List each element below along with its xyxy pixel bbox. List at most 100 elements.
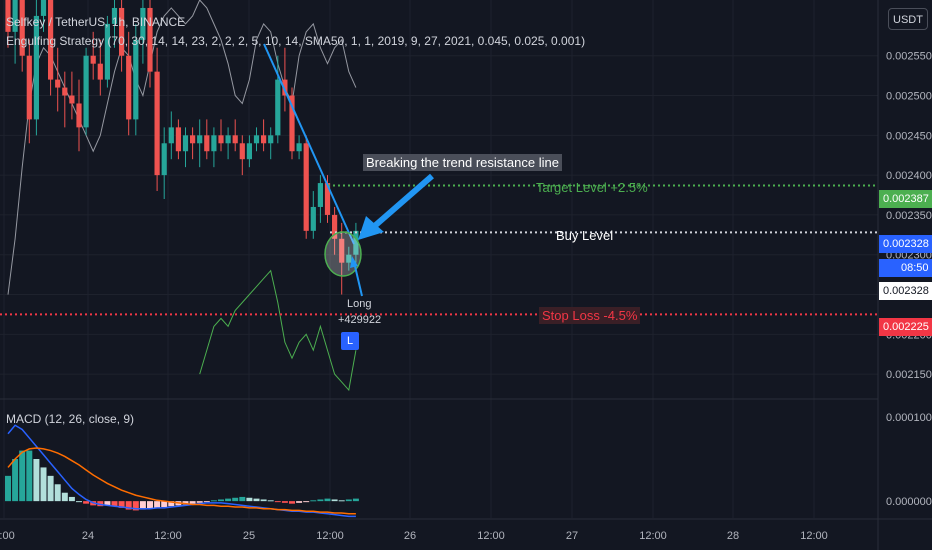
candle-bear bbox=[204, 135, 210, 152]
price-tick-label: 0.002450 bbox=[886, 130, 932, 142]
macd-histogram-bar bbox=[296, 501, 303, 503]
time-tick-label: 28 bbox=[727, 530, 739, 542]
candle-bull bbox=[225, 135, 231, 144]
time-tick-label: 2:00 bbox=[0, 530, 15, 542]
candle-bear bbox=[55, 79, 61, 88]
indicator-polyline bbox=[199, 269, 357, 392]
candle-bull bbox=[83, 55, 89, 128]
macd-tick-label: 0.000100 bbox=[886, 412, 932, 424]
buy-level-label[interactable]: Buy Level bbox=[556, 228, 614, 243]
price-tick-label: 0.002500 bbox=[886, 91, 932, 103]
macd-histogram-bar bbox=[345, 499, 352, 502]
candle-bear bbox=[261, 135, 267, 144]
macd-histogram-bar bbox=[33, 459, 40, 502]
countdown-box: 08:50 bbox=[879, 259, 932, 277]
macd-histogram-bar bbox=[139, 501, 146, 510]
strategy-legend[interactable]: Engulfing Strategy (70, 30, 14, 14, 23, … bbox=[6, 34, 586, 48]
time-tick-label: 12:00 bbox=[639, 530, 667, 542]
time-tick-label: 27 bbox=[566, 530, 578, 542]
macd-histogram-bar bbox=[352, 498, 359, 502]
symbol-legend[interactable]: Selfkey / TetherUS, 1h, BINANCE bbox=[6, 15, 186, 29]
macd-histogram-bar bbox=[303, 501, 310, 503]
macd-histogram-bar bbox=[281, 501, 288, 503]
candle-bull bbox=[133, 39, 139, 120]
macd-histogram-bar bbox=[310, 500, 317, 502]
target-level-label[interactable]: Target Level +2.5% bbox=[536, 180, 648, 195]
candle-bull bbox=[168, 127, 174, 144]
last-price-box: 0.002328 bbox=[879, 282, 932, 300]
candle-bear bbox=[339, 238, 345, 263]
macd-histogram-bar bbox=[40, 467, 47, 502]
candle-bear bbox=[69, 95, 75, 104]
candle-bull bbox=[33, 15, 39, 120]
macd-histogram-bar bbox=[19, 450, 26, 502]
candle-bear bbox=[76, 103, 82, 128]
long-marker[interactable]: L bbox=[341, 332, 359, 350]
macd-histogram-bar bbox=[97, 501, 104, 507]
signal-line bbox=[7, 447, 356, 515]
macd-histogram-bar bbox=[161, 501, 168, 508]
macd-legend[interactable]: MACD (12, 26, close, 9) bbox=[6, 412, 135, 426]
candle-bear bbox=[48, 0, 54, 80]
macd-histogram-bar bbox=[260, 499, 267, 502]
candle-bull bbox=[310, 206, 316, 231]
macd-histogram-bar bbox=[274, 501, 281, 503]
price-tick-label: 0.002550 bbox=[886, 51, 932, 63]
buy-price-box: 0.002328 bbox=[879, 235, 932, 253]
candle-bull bbox=[111, 7, 118, 24]
macd-histogram-bar bbox=[218, 499, 224, 502]
target-price-box: 0.002387 bbox=[879, 190, 932, 208]
candle-bear bbox=[232, 135, 238, 144]
macd-histogram-bar bbox=[26, 450, 33, 502]
breakout-callout[interactable]: Breaking the trend resistance line bbox=[363, 154, 562, 171]
macd-histogram-bar bbox=[132, 501, 139, 511]
candle-bull bbox=[197, 135, 203, 144]
stop-loss-label[interactable]: Stop Loss -4.5% bbox=[539, 307, 641, 324]
macd-histogram-bar bbox=[239, 496, 246, 502]
entry-arrow bbox=[353, 261, 363, 297]
candle-bull bbox=[104, 23, 110, 80]
candle-bear bbox=[90, 55, 96, 64]
macd-histogram-bar bbox=[168, 501, 175, 507]
macd-histogram-bar bbox=[232, 497, 239, 502]
candle-bear bbox=[175, 127, 181, 152]
macd-histogram-bar bbox=[118, 501, 125, 508]
candle-bull bbox=[211, 135, 217, 152]
price-tick-label: 0.002400 bbox=[886, 170, 932, 182]
entry-label: Long bbox=[347, 298, 372, 310]
candle-bear bbox=[147, 7, 153, 72]
currency-button[interactable]: USDT bbox=[888, 8, 928, 30]
macd-histogram-bar bbox=[225, 498, 232, 502]
macd-histogram-bar bbox=[189, 501, 196, 504]
macd-histogram-bar bbox=[203, 501, 210, 503]
candle-bear bbox=[239, 143, 245, 160]
candle-bear bbox=[119, 7, 125, 56]
candle-bear bbox=[126, 55, 132, 120]
macd-histogram-bar bbox=[111, 501, 118, 507]
macd-histogram-bar bbox=[104, 501, 111, 506]
time-tick-label: 12:00 bbox=[316, 530, 344, 542]
macd-line bbox=[7, 424, 356, 518]
candle-bull bbox=[268, 135, 274, 144]
macd-histogram-bar bbox=[54, 484, 61, 502]
candle-bull bbox=[40, 0, 47, 16]
annotations bbox=[263, 43, 434, 297]
trend-resistance-line bbox=[263, 43, 355, 245]
macd-tick-label: 0.000000 bbox=[886, 496, 932, 508]
candle-bear bbox=[62, 87, 68, 96]
candle-bear bbox=[218, 135, 224, 144]
time-tick-label: 24 bbox=[82, 530, 94, 542]
candle-bull bbox=[296, 143, 302, 152]
macd-histogram-bar bbox=[147, 501, 153, 509]
macd-histogram-bar bbox=[338, 500, 345, 502]
macd-histogram-bar bbox=[83, 501, 90, 504]
macd-histogram-bar bbox=[317, 499, 324, 502]
price-tick-label: 0.002150 bbox=[886, 369, 932, 381]
candle-bull bbox=[161, 143, 167, 176]
candle-bear bbox=[154, 71, 160, 176]
macd-histogram-bar bbox=[289, 501, 295, 504]
indicator-line bbox=[199, 269, 357, 392]
candle-bull bbox=[353, 230, 359, 255]
